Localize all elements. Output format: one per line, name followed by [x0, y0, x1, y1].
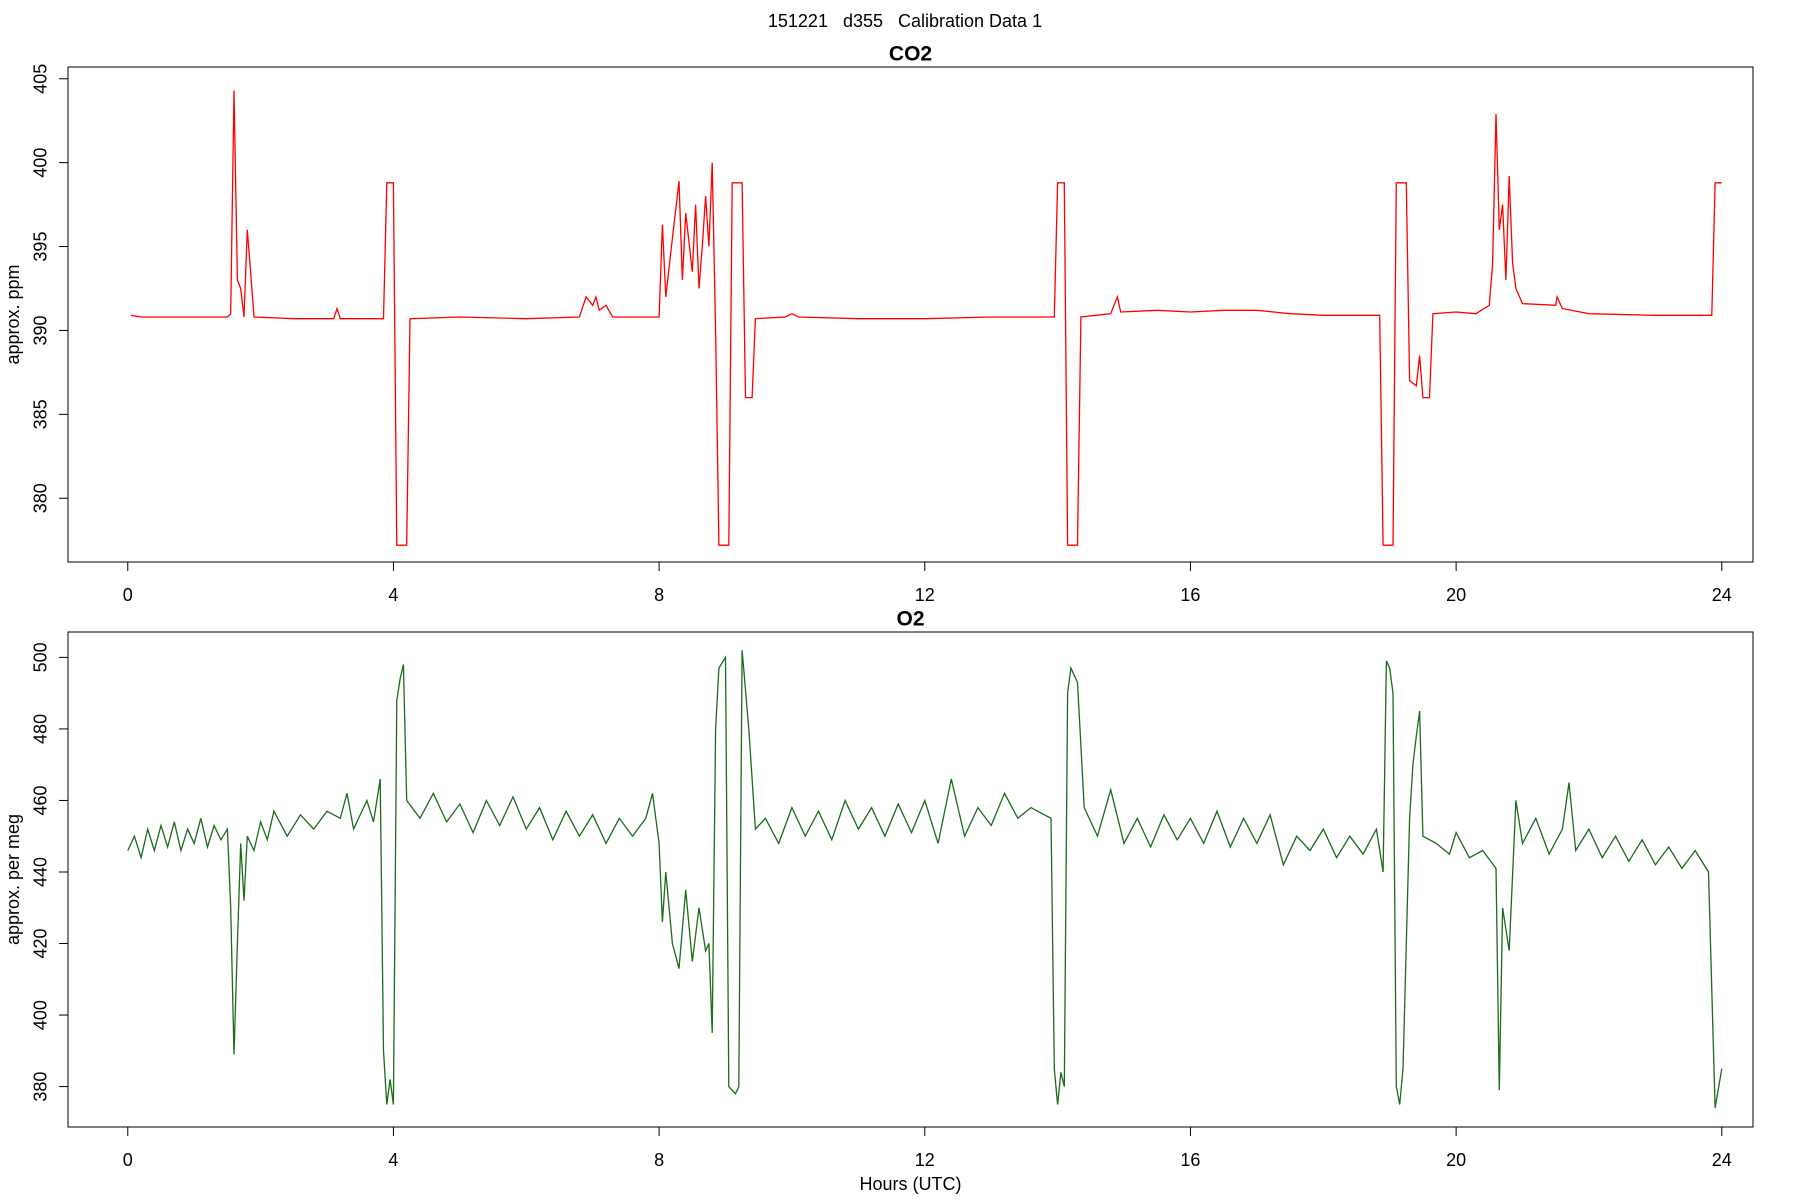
- x-tick-label: 4: [388, 1150, 398, 1170]
- x-tick-label: 16: [1180, 585, 1200, 605]
- y-tick-label: 420: [31, 928, 51, 958]
- y-tick-label: 390: [31, 315, 51, 345]
- y-tick-label: 400: [31, 1000, 51, 1030]
- x-tick-label: 16: [1180, 1150, 1200, 1170]
- x-tick-label: 0: [123, 585, 133, 605]
- page-title: 151221 d355 Calibration Data 1: [768, 11, 1042, 31]
- x-axis-label: Hours (UTC): [860, 1174, 962, 1194]
- x-tick-label: 24: [1712, 1150, 1732, 1170]
- x-tick-label: 20: [1446, 1150, 1466, 1170]
- y-tick-label: 400: [31, 148, 51, 178]
- plot-frame: [67, 66, 1754, 563]
- data-line: [127, 650, 1723, 1109]
- x-tick-label: 8: [654, 585, 664, 605]
- x-tick-label: 12: [915, 585, 935, 605]
- y-tick-label: 380: [31, 483, 51, 513]
- plot-title: CO2: [889, 43, 932, 66]
- data-line: [130, 90, 1722, 546]
- x-tick-label: 4: [388, 585, 398, 605]
- x-tick-label: 24: [1712, 585, 1732, 605]
- y-axis-label: approx. per meg: [3, 814, 23, 945]
- y-tick-label: 395: [31, 232, 51, 262]
- y-tick-label: 385: [31, 399, 51, 429]
- y-tick-label: 480: [31, 714, 51, 744]
- y-tick-label: 380: [31, 1072, 51, 1102]
- y-tick-label: 440: [31, 857, 51, 887]
- y-axis-label: approx. ppm: [3, 264, 23, 364]
- y-tick-label: 405: [31, 64, 51, 94]
- y-tick-label: 500: [31, 642, 51, 672]
- x-tick-label: 20: [1446, 585, 1466, 605]
- x-tick-label: 0: [123, 1150, 133, 1170]
- y-tick-label: 460: [31, 785, 51, 815]
- plot-frame: [67, 631, 1754, 1128]
- x-tick-label: 12: [915, 1150, 935, 1170]
- plot-title: O2: [896, 608, 924, 631]
- x-tick-label: 8: [654, 1150, 664, 1170]
